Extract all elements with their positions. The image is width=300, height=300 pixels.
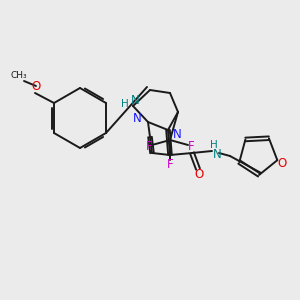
Text: N: N <box>173 128 182 140</box>
Text: O: O <box>278 157 287 170</box>
Text: CH₃: CH₃ <box>11 71 27 80</box>
Text: H: H <box>121 99 129 109</box>
Text: F: F <box>188 140 194 154</box>
Text: N: N <box>130 94 140 107</box>
Text: F: F <box>146 140 152 154</box>
Text: N: N <box>213 148 221 160</box>
Text: O: O <box>194 169 204 182</box>
Text: N: N <box>133 112 142 124</box>
Text: O: O <box>32 80 40 92</box>
Text: F: F <box>167 158 173 172</box>
Text: H: H <box>210 140 218 150</box>
